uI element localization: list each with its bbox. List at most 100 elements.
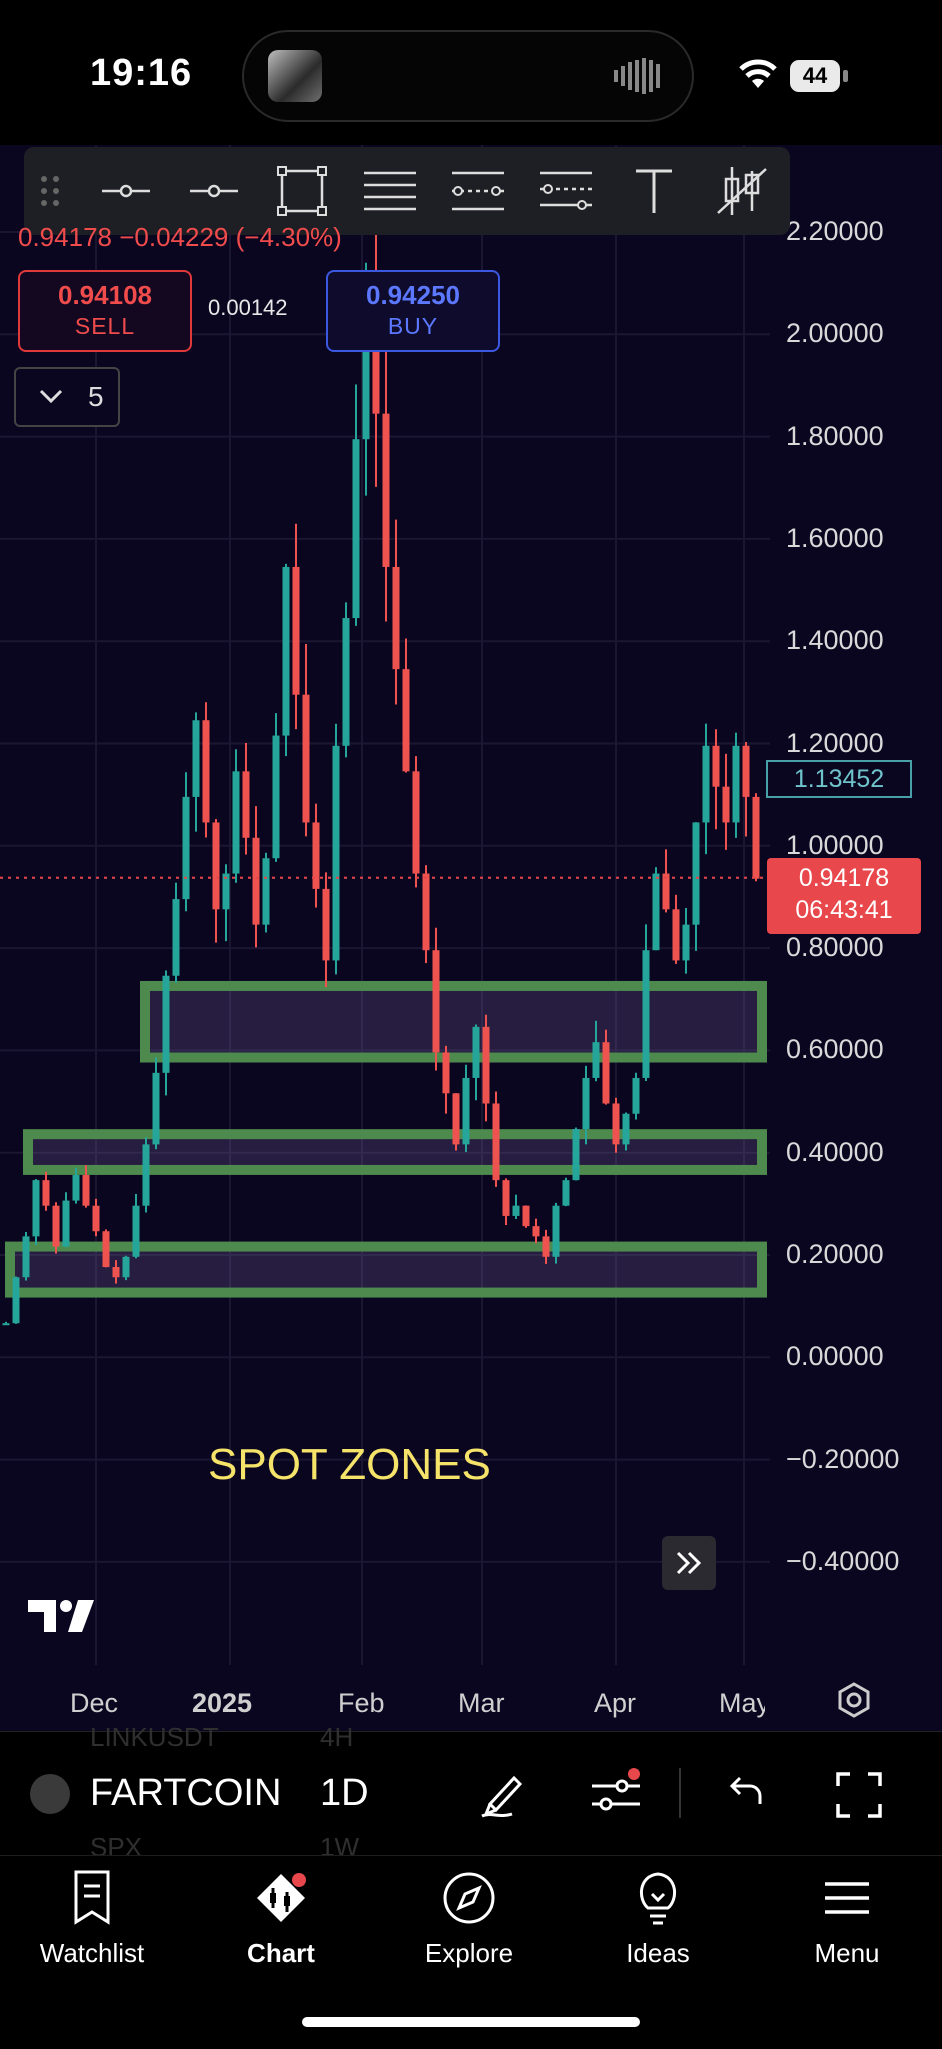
sell-button[interactable]: 0.94108 SELL bbox=[18, 270, 192, 352]
candle-body bbox=[392, 566, 400, 670]
candle-body bbox=[262, 858, 270, 925]
candle-body bbox=[312, 822, 320, 889]
candlestick-tool-icon[interactable] bbox=[712, 161, 772, 221]
drag-handle-icon[interactable] bbox=[30, 161, 70, 221]
toolbar-divider bbox=[679, 1768, 681, 1818]
home-indicator[interactable] bbox=[302, 2017, 640, 2027]
y-tick-label: −0.20000 bbox=[786, 1443, 900, 1474]
spot-zone[interactable] bbox=[23, 1129, 767, 1175]
y-tick-label: 1.40000 bbox=[786, 625, 884, 656]
audio-wave-icon bbox=[614, 58, 660, 94]
candle-body bbox=[542, 1236, 550, 1257]
y-tick-label: 0.80000 bbox=[786, 932, 884, 963]
x-tick-dec: Dec bbox=[70, 1688, 119, 1718]
candle-body bbox=[602, 1042, 610, 1104]
chevron-down-icon bbox=[39, 389, 63, 404]
candle-body bbox=[442, 1052, 450, 1094]
candle-body bbox=[12, 1277, 20, 1324]
tab-ideas-label: Ideas bbox=[626, 1938, 690, 1968]
indicators-toggle[interactable]: 5 bbox=[14, 367, 120, 427]
indicators-icon[interactable] bbox=[588, 1768, 644, 1820]
candle-body bbox=[142, 1144, 150, 1206]
candle-body bbox=[562, 1180, 570, 1206]
candle-body bbox=[682, 924, 690, 961]
buy-label: BUY bbox=[387, 313, 439, 339]
ghost-symbol-top: LINKUSDT bbox=[90, 1722, 219, 1752]
candle-body bbox=[582, 1077, 590, 1130]
candle-body bbox=[532, 1226, 540, 1237]
candle-body bbox=[212, 822, 220, 910]
candle-body bbox=[272, 735, 280, 859]
tab-watchlist-label: Watchlist bbox=[39, 1938, 145, 1968]
fullscreen-icon[interactable] bbox=[834, 1770, 884, 1820]
candle-body bbox=[362, 285, 370, 440]
y-tick-label: 0.20000 bbox=[786, 1239, 884, 1269]
tab-explore[interactable]: Explore bbox=[379, 1868, 559, 1969]
sell-label: SELL bbox=[74, 313, 136, 339]
compass-icon bbox=[443, 1872, 495, 1924]
candle-body bbox=[432, 950, 440, 1053]
price-chart[interactable] bbox=[0, 145, 942, 1731]
candle-body bbox=[552, 1205, 560, 1257]
tab-chart[interactable]: Chart bbox=[191, 1868, 371, 1969]
y-tick-label: 2.00000 bbox=[786, 318, 884, 349]
drawing-toolbar[interactable] bbox=[24, 147, 790, 235]
y-tick-label: 1.60000 bbox=[786, 522, 884, 553]
watchlist-icon bbox=[74, 1870, 110, 1925]
tab-ideas[interactable]: Ideas bbox=[568, 1868, 748, 1969]
undo-icon[interactable] bbox=[726, 1772, 766, 1812]
candle-body bbox=[92, 1205, 100, 1232]
candle-body bbox=[492, 1103, 500, 1181]
candle-body bbox=[402, 669, 410, 772]
tab-explore-label: Explore bbox=[424, 1938, 514, 1968]
candle-body bbox=[192, 720, 200, 797]
candle-body bbox=[612, 1103, 620, 1145]
axis-settings-icon[interactable] bbox=[834, 1680, 874, 1720]
pen-icon[interactable] bbox=[476, 1768, 528, 1820]
candle-body bbox=[72, 1175, 80, 1201]
candle-body bbox=[42, 1180, 50, 1206]
fib-channel-tool-icon[interactable] bbox=[536, 161, 596, 221]
symbol-name[interactable]: FARTCOIN bbox=[90, 1772, 282, 1814]
text-tool-icon[interactable] bbox=[624, 161, 684, 221]
spot-zone[interactable] bbox=[140, 980, 767, 1063]
tab-watchlist[interactable]: Watchlist bbox=[2, 1868, 182, 1969]
tradingview-logo bbox=[28, 1600, 94, 1632]
y-tick-label: 1.20000 bbox=[786, 727, 884, 758]
candle-body bbox=[342, 618, 350, 746]
wifi-icon bbox=[739, 59, 777, 88]
candle-body bbox=[2, 1323, 10, 1326]
chart-icon bbox=[257, 1873, 306, 1922]
candle-body bbox=[502, 1180, 510, 1216]
tab-menu-label: Menu bbox=[814, 1938, 880, 1968]
y-tick-label: 1.00000 bbox=[786, 829, 884, 860]
candle-body bbox=[232, 771, 240, 874]
interval-selector[interactable]: 1D bbox=[320, 1772, 369, 1814]
scroll-to-realtime-button[interactable] bbox=[662, 1536, 716, 1590]
dynamic-island bbox=[242, 30, 694, 122]
y-tick-label: 2.20000 bbox=[786, 216, 884, 246]
spot-zone[interactable] bbox=[5, 1241, 767, 1298]
candle-body bbox=[242, 771, 250, 838]
trend-line-tool-icon[interactable] bbox=[96, 161, 156, 221]
candle-body bbox=[152, 1072, 160, 1145]
tab-chart-label: Chart bbox=[247, 1938, 315, 1968]
rectangle-tool-icon[interactable] bbox=[272, 161, 332, 221]
y-tick-label: −0.40000 bbox=[786, 1545, 900, 1576]
current-price: 0.94178 bbox=[798, 864, 890, 892]
tab-menu[interactable]: Menu bbox=[757, 1868, 937, 1969]
buy-button[interactable]: 0.94250 BUY bbox=[326, 270, 500, 352]
hamburger-icon bbox=[825, 1882, 869, 1914]
candle-body bbox=[592, 1042, 600, 1078]
candle-body bbox=[182, 796, 190, 900]
candle-body bbox=[322, 888, 330, 961]
bar-countdown: 06:43:41 bbox=[795, 896, 893, 924]
regression-channel-tool-icon[interactable] bbox=[448, 161, 508, 221]
chart-canvas[interactable] bbox=[0, 145, 942, 1731]
candle-body bbox=[412, 771, 420, 874]
tab-bar: Watchlist Chart Explore Ideas Menu bbox=[0, 1855, 942, 2049]
parallel-channel-tool-icon[interactable] bbox=[360, 161, 420, 221]
symbol-avatar bbox=[30, 1774, 70, 1814]
horizontal-ray-tool-icon[interactable] bbox=[184, 161, 244, 221]
candle-body bbox=[132, 1205, 140, 1257]
